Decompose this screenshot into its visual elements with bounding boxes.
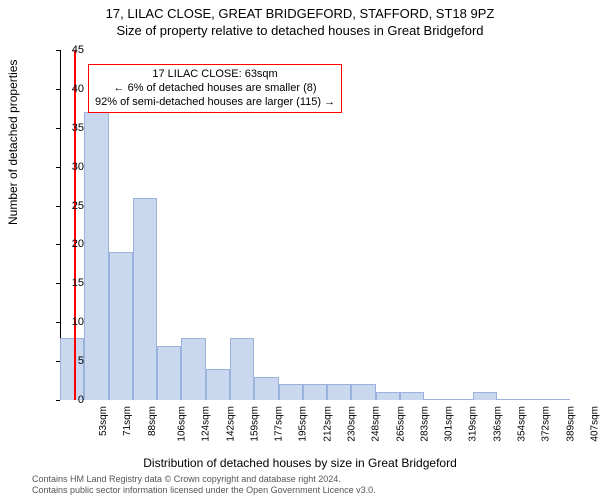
xtick-label: 230sqm	[347, 406, 358, 442]
ytick-mark	[56, 89, 60, 90]
xtick-label: 336sqm	[492, 406, 503, 442]
xtick-label: 159sqm	[249, 406, 260, 442]
histogram-bar	[473, 392, 497, 400]
annotation-line: 92% of semi-detached houses are larger (…	[95, 96, 335, 110]
histogram-bar	[109, 252, 133, 400]
ytick-label: 20	[72, 238, 84, 250]
ytick-label: 10	[72, 316, 84, 328]
histogram-bar	[206, 369, 230, 400]
annotation-box: 17 LILAC CLOSE: 63sqm← 6% of detached ho…	[88, 64, 342, 113]
xtick-label: 88sqm	[147, 406, 158, 436]
ytick-label: 5	[78, 355, 84, 367]
histogram-bar	[60, 338, 84, 400]
annotation-line: 17 LILAC CLOSE: 63sqm	[95, 68, 335, 82]
xtick-label: 195sqm	[298, 406, 309, 442]
histogram-bar	[133, 198, 157, 400]
plot-area: 17 LILAC CLOSE: 63sqm← 6% of detached ho…	[60, 50, 570, 400]
histogram-bar	[230, 338, 254, 400]
ytick-mark	[56, 244, 60, 245]
histogram-bar	[279, 384, 303, 400]
xtick-label: 301sqm	[444, 406, 455, 442]
ytick-label: 30	[72, 161, 84, 173]
xtick-label: 124sqm	[201, 406, 212, 442]
xtick-label: 248sqm	[371, 406, 382, 442]
reference-line	[74, 50, 76, 400]
ytick-mark	[56, 283, 60, 284]
xtick-label: 283sqm	[419, 406, 430, 442]
ytick-label: 0	[78, 394, 84, 406]
xtick-label: 71sqm	[122, 406, 133, 436]
ytick-mark	[56, 167, 60, 168]
histogram-bar	[424, 399, 448, 400]
xtick-label: 106sqm	[177, 406, 188, 442]
xtick-label: 53sqm	[98, 406, 109, 436]
xtick-label: 265sqm	[395, 406, 406, 442]
histogram-bar	[351, 384, 375, 400]
x-axis-label: Distribution of detached houses by size …	[0, 456, 600, 470]
histogram-bar	[521, 399, 545, 400]
xtick-label: 177sqm	[274, 406, 285, 442]
title-sub: Size of property relative to detached ho…	[0, 21, 600, 38]
xtick-label: 212sqm	[322, 406, 333, 442]
title-main: 17, LILAC CLOSE, GREAT BRIDGEFORD, STAFF…	[0, 0, 600, 21]
ytick-mark	[56, 322, 60, 323]
ytick-mark	[56, 400, 60, 401]
ytick-label: 40	[72, 83, 84, 95]
ytick-mark	[56, 128, 60, 129]
xtick-label: 319sqm	[468, 406, 479, 442]
footnote-line: Contains public sector information licen…	[32, 485, 376, 496]
ytick-mark	[56, 50, 60, 51]
histogram-bar	[497, 399, 521, 400]
histogram-bar	[376, 392, 400, 400]
xtick-label: 407sqm	[589, 406, 600, 442]
histogram-bar	[254, 377, 278, 400]
ytick-label: 15	[72, 277, 84, 289]
ytick-label: 35	[72, 122, 84, 134]
histogram-bar	[157, 346, 181, 400]
histogram-bar	[303, 384, 327, 400]
xtick-label: 389sqm	[565, 406, 576, 442]
footnote-line: Contains HM Land Registry data © Crown c…	[32, 474, 376, 485]
y-axis-label: Number of detached properties	[6, 60, 20, 225]
annotation-line: ← 6% of detached houses are smaller (8)	[95, 82, 335, 96]
histogram-bar	[181, 338, 205, 400]
footnote: Contains HM Land Registry data © Crown c…	[32, 474, 376, 496]
xtick-label: 354sqm	[517, 406, 528, 442]
ytick-mark	[56, 361, 60, 362]
xtick-label: 142sqm	[225, 406, 236, 442]
ytick-label: 45	[72, 44, 84, 56]
histogram-bar	[327, 384, 351, 400]
ytick-label: 25	[72, 200, 84, 212]
histogram-bar	[84, 112, 108, 400]
histogram-bar	[449, 399, 473, 400]
histogram-bar	[546, 399, 570, 400]
xtick-label: 372sqm	[541, 406, 552, 442]
ytick-mark	[56, 206, 60, 207]
histogram-bar	[400, 392, 424, 400]
